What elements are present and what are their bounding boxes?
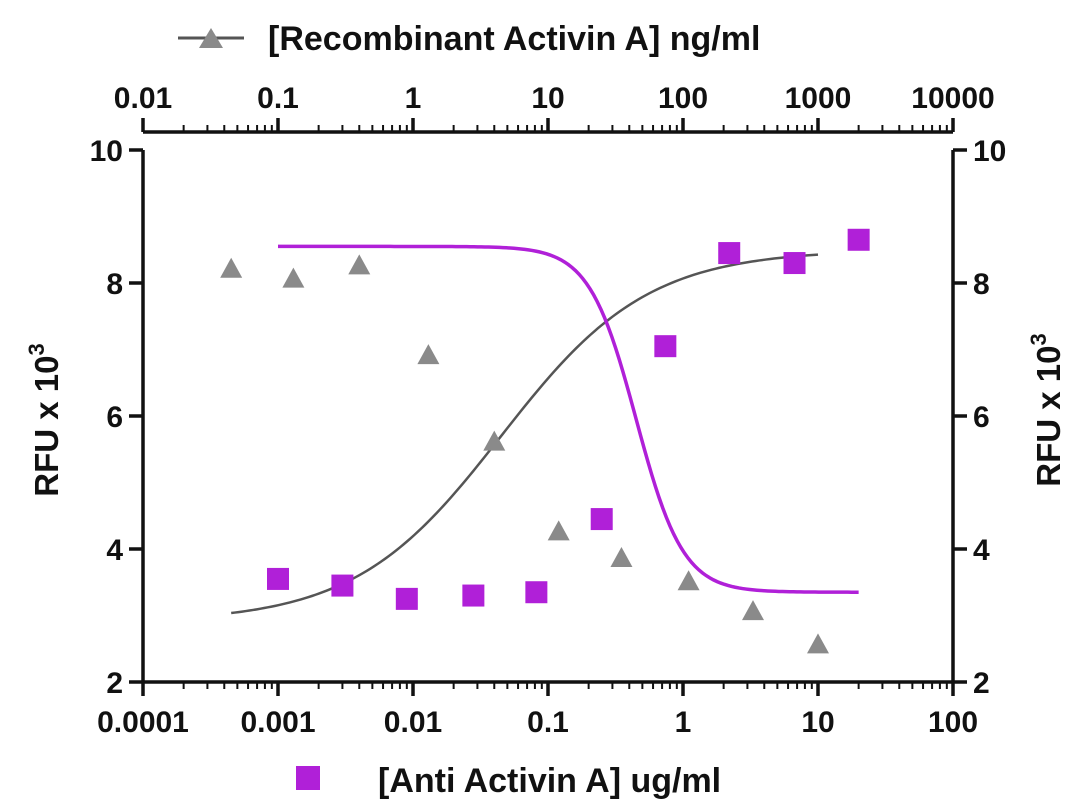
- x-top-tick-label: 0.01: [114, 82, 172, 115]
- recombinant-activin-data-point: [741, 600, 764, 621]
- anti-activin-data-point: [654, 335, 677, 358]
- fit-curve-recombinant: [231, 253, 819, 615]
- x-bottom-tick-label: 1: [675, 706, 692, 739]
- x-bottom-tick-label: 100: [928, 706, 978, 739]
- recombinant-activin-data-point: [282, 267, 305, 288]
- x-bottom-tick-label: 10: [801, 706, 834, 739]
- x-bottom-tick-label: 0.1: [527, 706, 569, 739]
- y-right-tick-label: 10: [973, 135, 1006, 168]
- anti-activin-data-point: [847, 228, 870, 251]
- x-bottom-tick-label: 0.01: [384, 706, 442, 739]
- recombinant-activin-data-point: [610, 546, 633, 567]
- y-left-title-text: RFU x 10: [28, 356, 65, 497]
- y-left-title-exponent: 3: [24, 343, 49, 355]
- recombinant-activin-data-point: [348, 254, 371, 275]
- x-top-tick-label: 100: [658, 82, 708, 115]
- x-top-tick-label: 0.1: [257, 82, 299, 115]
- legend-top: [Recombinant Activin A] ng/ml: [178, 20, 760, 58]
- y-left-tick-label: 6: [106, 401, 123, 434]
- anti-activin-data-point: [267, 567, 289, 590]
- x-top-tick-label: 1: [405, 82, 422, 115]
- anti-activin-data-point: [525, 581, 548, 604]
- legend-bottom-square-marker: [296, 766, 320, 790]
- y-left-tick-label: 10: [90, 135, 123, 168]
- anti-activin-data-point: [331, 574, 354, 597]
- anti-activin-data-point: [590, 508, 613, 531]
- fit-curve-anti: [278, 244, 859, 594]
- data-markers: [220, 228, 870, 654]
- y-right-title-exponent: 3: [1026, 333, 1051, 345]
- legend-bottom: [Anti Activin A] ug/ml: [296, 762, 721, 800]
- x-top-tick-label: 10: [531, 82, 564, 115]
- y-right-title-text: RFU x 10: [1030, 346, 1067, 487]
- axes: 0.0001 0.001 0.01 0.1 1 10 100 0.01 0.1 1 10 100 100…: [90, 82, 1007, 739]
- anti-activin-data-point: [395, 587, 418, 610]
- recombinant-activin-data-point: [483, 430, 506, 451]
- x-bottom-tick-label: 0.001: [240, 706, 315, 739]
- recombinant-activin-data-point: [547, 520, 570, 541]
- anti-activin-data-point: [783, 252, 806, 275]
- y-left-tick-label: 2: [106, 667, 123, 700]
- legend-top-label: [Recombinant Activin A] ng/ml: [268, 20, 760, 58]
- x-top-tick-label: 1000: [785, 82, 852, 115]
- fit-curves: [231, 244, 859, 615]
- recombinant-activin-data-point: [807, 633, 829, 654]
- x-bottom-tick-label: 0.0001: [97, 706, 189, 739]
- anti-activin-data-point: [462, 584, 485, 607]
- y-left-tick-label: 4: [106, 534, 123, 567]
- anti-activin-data-point: [718, 242, 741, 265]
- y-left-title: RFU x 103: [24, 343, 65, 496]
- y-right-title: RFU x 103: [1026, 333, 1067, 486]
- recombinant-activin-data-point: [417, 344, 440, 365]
- y-right-tick-label: 2: [973, 667, 990, 700]
- y-left-tick-label: 8: [106, 268, 123, 301]
- y-right-tick-label: 4: [973, 534, 990, 567]
- y-right-tick-label: 8: [973, 268, 990, 301]
- recombinant-activin-data-point: [677, 570, 700, 591]
- recombinant-activin-data-point: [220, 257, 243, 278]
- legend-top-triangle-marker: [199, 28, 223, 48]
- x-top-tick-label: 10000: [911, 82, 994, 115]
- legend-bottom-label: [Anti Activin A] ug/ml: [378, 762, 721, 800]
- y-right-tick-label: 6: [973, 401, 990, 434]
